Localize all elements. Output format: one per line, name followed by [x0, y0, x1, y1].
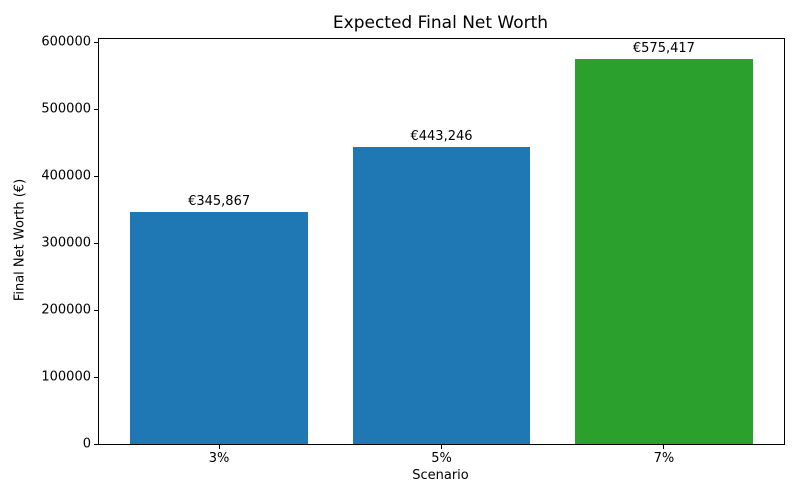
y-axis-label: Final Net Worth (€): [12, 178, 28, 302]
y-tick-label: 0: [82, 436, 91, 452]
y-tick-mark: [94, 376, 98, 378]
x-tick-mark: [218, 445, 220, 449]
y-tick-mark: [94, 309, 98, 311]
y-tick-mark: [94, 175, 98, 177]
chart-title: Expected Final Net Worth: [332, 13, 549, 33]
y-tick-label: 400000: [41, 168, 91, 184]
y-tick-mark: [94, 108, 98, 110]
x-axis-label: Scenario: [412, 468, 469, 483]
x-tick-mark: [441, 445, 442, 449]
plot-area: 0 100000 200000 300000 400000 500000 600000 €34…: [41, 35, 785, 466]
bar: [574, 58, 753, 444]
x-tick-label: 5%: [431, 451, 452, 466]
y-tick-label: 600000: [41, 34, 91, 50]
bar: [130, 212, 309, 444]
y-tick-mark: [94, 242, 98, 244]
bar-value-label: €345,867: [188, 194, 251, 210]
bar-value-label: €443,246: [410, 129, 473, 145]
y-tick-label: 100000: [41, 369, 91, 385]
bar-value-label: €575,417: [632, 40, 695, 56]
y-tick-label: 300000: [41, 235, 91, 251]
y-tick-mark: [94, 443, 98, 445]
x-tick-label: 7%: [653, 451, 675, 466]
y-tick-mark: [94, 41, 98, 43]
y-tick-label: 500000: [41, 101, 91, 117]
bar: [352, 147, 531, 444]
x-tick-mark: [663, 445, 665, 449]
y-tick-label: 200000: [41, 302, 91, 318]
x-tick-label: 3%: [208, 451, 230, 466]
